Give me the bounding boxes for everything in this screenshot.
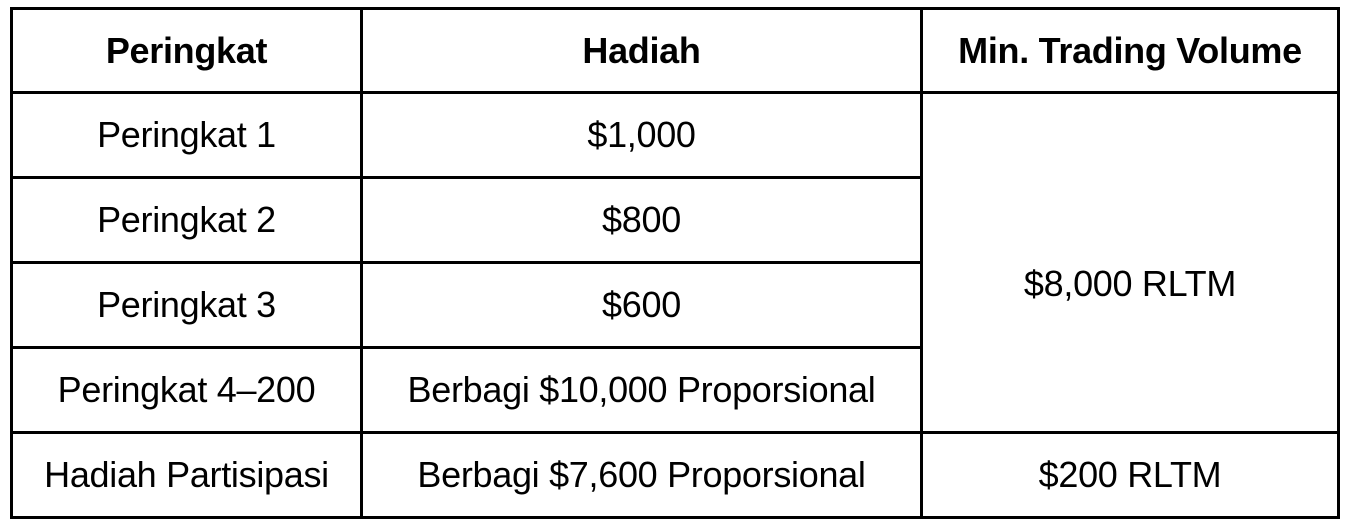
table-row-rank-1: Peringkat 1 $1,000 $8,000 RLTM: [10, 91, 1340, 434]
cell-min-volume-merged: $8,000 RLTM: [920, 91, 1340, 434]
table-row-rank-3: Peringkat 3 $600: [10, 261, 1339, 349]
table-row-rank-4-200: Peringkat 4–200 Berbagi $10,000 Proporsi…: [10, 346, 1339, 434]
cell-reward-rank-3: $600: [360, 261, 923, 349]
header-hadiah: Hadiah: [360, 7, 923, 94]
header-min-trading-volume: Min. Trading Volume: [920, 7, 1340, 94]
rewards-table: Peringkat Hadiah Min. Trading Volume Per…: [10, 7, 1340, 519]
header-row: Peringkat Hadiah Min. Trading Volume: [10, 7, 1340, 94]
cell-participation-label: Hadiah Partisipasi: [10, 431, 363, 519]
cell-participation-reward: Berbagi $7,600 Proporsional: [360, 431, 923, 519]
cell-rank-3: Peringkat 3: [10, 261, 363, 349]
cell-reward-rank-2: $800: [360, 176, 923, 264]
table-row-participation: Hadiah Partisipasi Berbagi $7,600 Propor…: [10, 431, 1340, 519]
table-row-rank-2: Peringkat 2 $800: [10, 176, 1339, 264]
header-peringkat: Peringkat: [10, 7, 363, 94]
cell-participation-min-volume: $200 RLTM: [920, 431, 1340, 519]
cell-reward-rank-4-200: Berbagi $10,000 Proporsional: [360, 346, 923, 434]
cell-rank-1: Peringkat 1: [10, 91, 363, 179]
cell-reward-rank-1: $1,000: [360, 91, 923, 179]
cell-rank-4-200: Peringkat 4–200: [10, 346, 363, 434]
cell-rank-2: Peringkat 2: [10, 176, 363, 264]
